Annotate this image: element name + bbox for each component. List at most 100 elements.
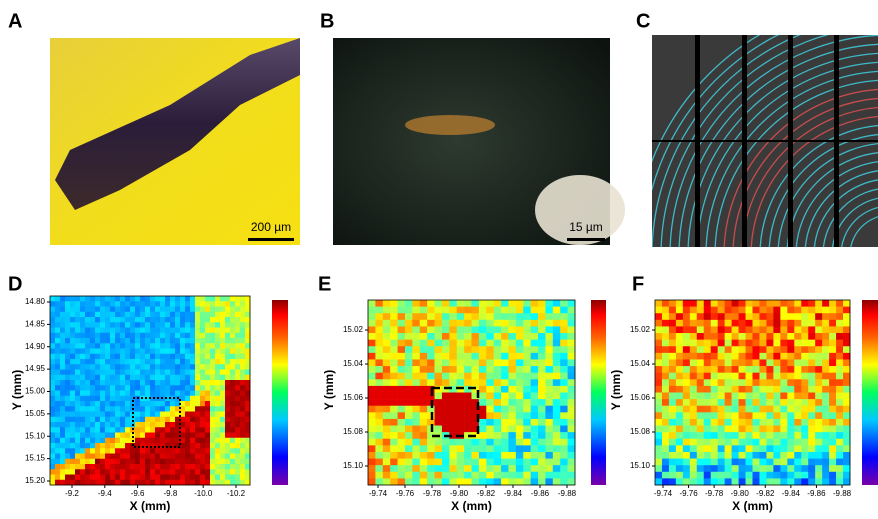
heatmap-cell bbox=[235, 469, 240, 475]
heatmap-cell bbox=[676, 419, 683, 426]
heatmap-cell bbox=[516, 340, 524, 347]
heatmap-cell bbox=[200, 322, 205, 328]
heatmap-cell bbox=[479, 366, 487, 373]
heatmap-cell bbox=[190, 412, 195, 418]
heatmap-cell bbox=[90, 438, 95, 444]
heatmap-cell bbox=[501, 300, 509, 307]
heatmap-cell bbox=[538, 478, 546, 485]
heatmap-cell bbox=[676, 333, 683, 340]
heatmap-cell bbox=[220, 391, 225, 397]
heatmap-cell bbox=[486, 393, 494, 400]
heatmap-cell bbox=[90, 391, 95, 397]
heatmap-cell bbox=[711, 459, 718, 466]
heatmap-cell bbox=[697, 359, 704, 366]
heatmap-cell bbox=[655, 452, 662, 459]
heatmap-cell bbox=[65, 401, 70, 407]
heatmap-cell bbox=[794, 320, 801, 327]
heatmap-cell bbox=[175, 464, 180, 470]
heatmap-cell bbox=[746, 320, 753, 327]
heatmap-cell bbox=[240, 433, 245, 439]
heatmap-cell bbox=[568, 353, 576, 360]
heatmap-cell bbox=[553, 300, 561, 307]
heatmap-cell bbox=[195, 375, 200, 381]
heatmap-cell bbox=[185, 443, 190, 449]
heatmap-cell bbox=[538, 412, 546, 419]
heatmap-cell bbox=[85, 328, 90, 334]
heatmap-cell bbox=[75, 343, 80, 349]
heatmap-cell bbox=[398, 340, 406, 347]
heatmap-cell bbox=[60, 359, 65, 365]
heatmap-cell bbox=[836, 445, 843, 452]
heatmap-cell bbox=[130, 385, 135, 391]
heatmap-cell bbox=[225, 317, 230, 323]
heatmap-cell bbox=[780, 373, 787, 380]
heatmap-cell bbox=[494, 379, 502, 386]
heatmap-cell bbox=[494, 445, 502, 452]
heatmap-cell bbox=[50, 349, 55, 355]
heatmap-cell bbox=[375, 300, 383, 307]
heatmap-cell bbox=[508, 333, 516, 340]
heatmap-cell bbox=[155, 391, 160, 397]
heatmap-cell bbox=[375, 320, 383, 327]
heatmap-cell bbox=[725, 333, 732, 340]
heatmap-cell bbox=[516, 445, 524, 452]
heatmap-cell bbox=[773, 412, 780, 419]
heatmap-cell bbox=[808, 406, 815, 413]
heatmap-cell bbox=[70, 301, 75, 307]
heatmap-cell bbox=[200, 459, 205, 465]
heatmap-cell bbox=[60, 464, 65, 470]
heatmap-cell bbox=[230, 427, 235, 433]
heatmap-cell bbox=[180, 375, 185, 381]
heatmap-cell bbox=[787, 359, 794, 366]
heatmap-cell bbox=[150, 401, 155, 407]
heatmap-cell bbox=[90, 375, 95, 381]
heatmap-cell bbox=[676, 412, 683, 419]
heatmap-cell bbox=[773, 346, 780, 353]
heatmap-cell bbox=[508, 353, 516, 360]
heatmap-cell bbox=[836, 465, 843, 472]
heatmap-cell bbox=[725, 478, 732, 485]
heatmap-cell bbox=[829, 432, 836, 439]
heatmap-cell bbox=[531, 320, 539, 327]
heatmap-cell bbox=[479, 313, 487, 320]
heatmap-cell bbox=[90, 312, 95, 318]
heatmap-cell bbox=[75, 448, 80, 454]
heatmap-cell bbox=[130, 354, 135, 360]
heatmap-cell bbox=[732, 399, 739, 406]
heatmap-cell bbox=[210, 343, 215, 349]
heatmap-cell bbox=[538, 406, 546, 413]
heatmap-cell bbox=[538, 452, 546, 459]
heatmap-cell bbox=[100, 343, 105, 349]
heatmap-cell bbox=[105, 312, 110, 318]
heatmap-cell bbox=[836, 346, 843, 353]
heatmap-cell bbox=[655, 419, 662, 426]
heatmap-cell bbox=[787, 393, 794, 400]
heatmap-cell bbox=[200, 406, 205, 412]
heatmap-cell bbox=[801, 439, 808, 446]
heatmap-cell bbox=[508, 419, 516, 426]
heatmap-cell bbox=[494, 432, 502, 439]
heatmap-cell bbox=[457, 320, 465, 327]
heatmap-cell bbox=[553, 419, 561, 426]
heatmap-cell bbox=[501, 340, 509, 347]
heatmap-cell bbox=[780, 326, 787, 333]
heatmap-cell bbox=[732, 386, 739, 393]
heatmap-cell bbox=[220, 354, 225, 360]
heatmap-cell bbox=[568, 379, 576, 386]
heatmap-cell bbox=[732, 353, 739, 360]
y-tick-label: 15.02 bbox=[343, 325, 364, 334]
heatmap-cell bbox=[560, 465, 568, 472]
heatmap-cell bbox=[195, 422, 200, 428]
heatmap-cell bbox=[787, 373, 794, 380]
heatmap-cell bbox=[85, 469, 90, 475]
heatmap-cell bbox=[110, 343, 115, 349]
heatmap-cell bbox=[135, 448, 140, 454]
heatmap-cell bbox=[165, 406, 170, 412]
heatmap-cell bbox=[398, 333, 406, 340]
heatmap-cell bbox=[690, 346, 697, 353]
heatmap-cell bbox=[185, 312, 190, 318]
heatmap-cell bbox=[766, 399, 773, 406]
heatmap-cell bbox=[85, 349, 90, 355]
heatmap-cell bbox=[55, 296, 60, 302]
heatmap-cell bbox=[220, 417, 225, 423]
